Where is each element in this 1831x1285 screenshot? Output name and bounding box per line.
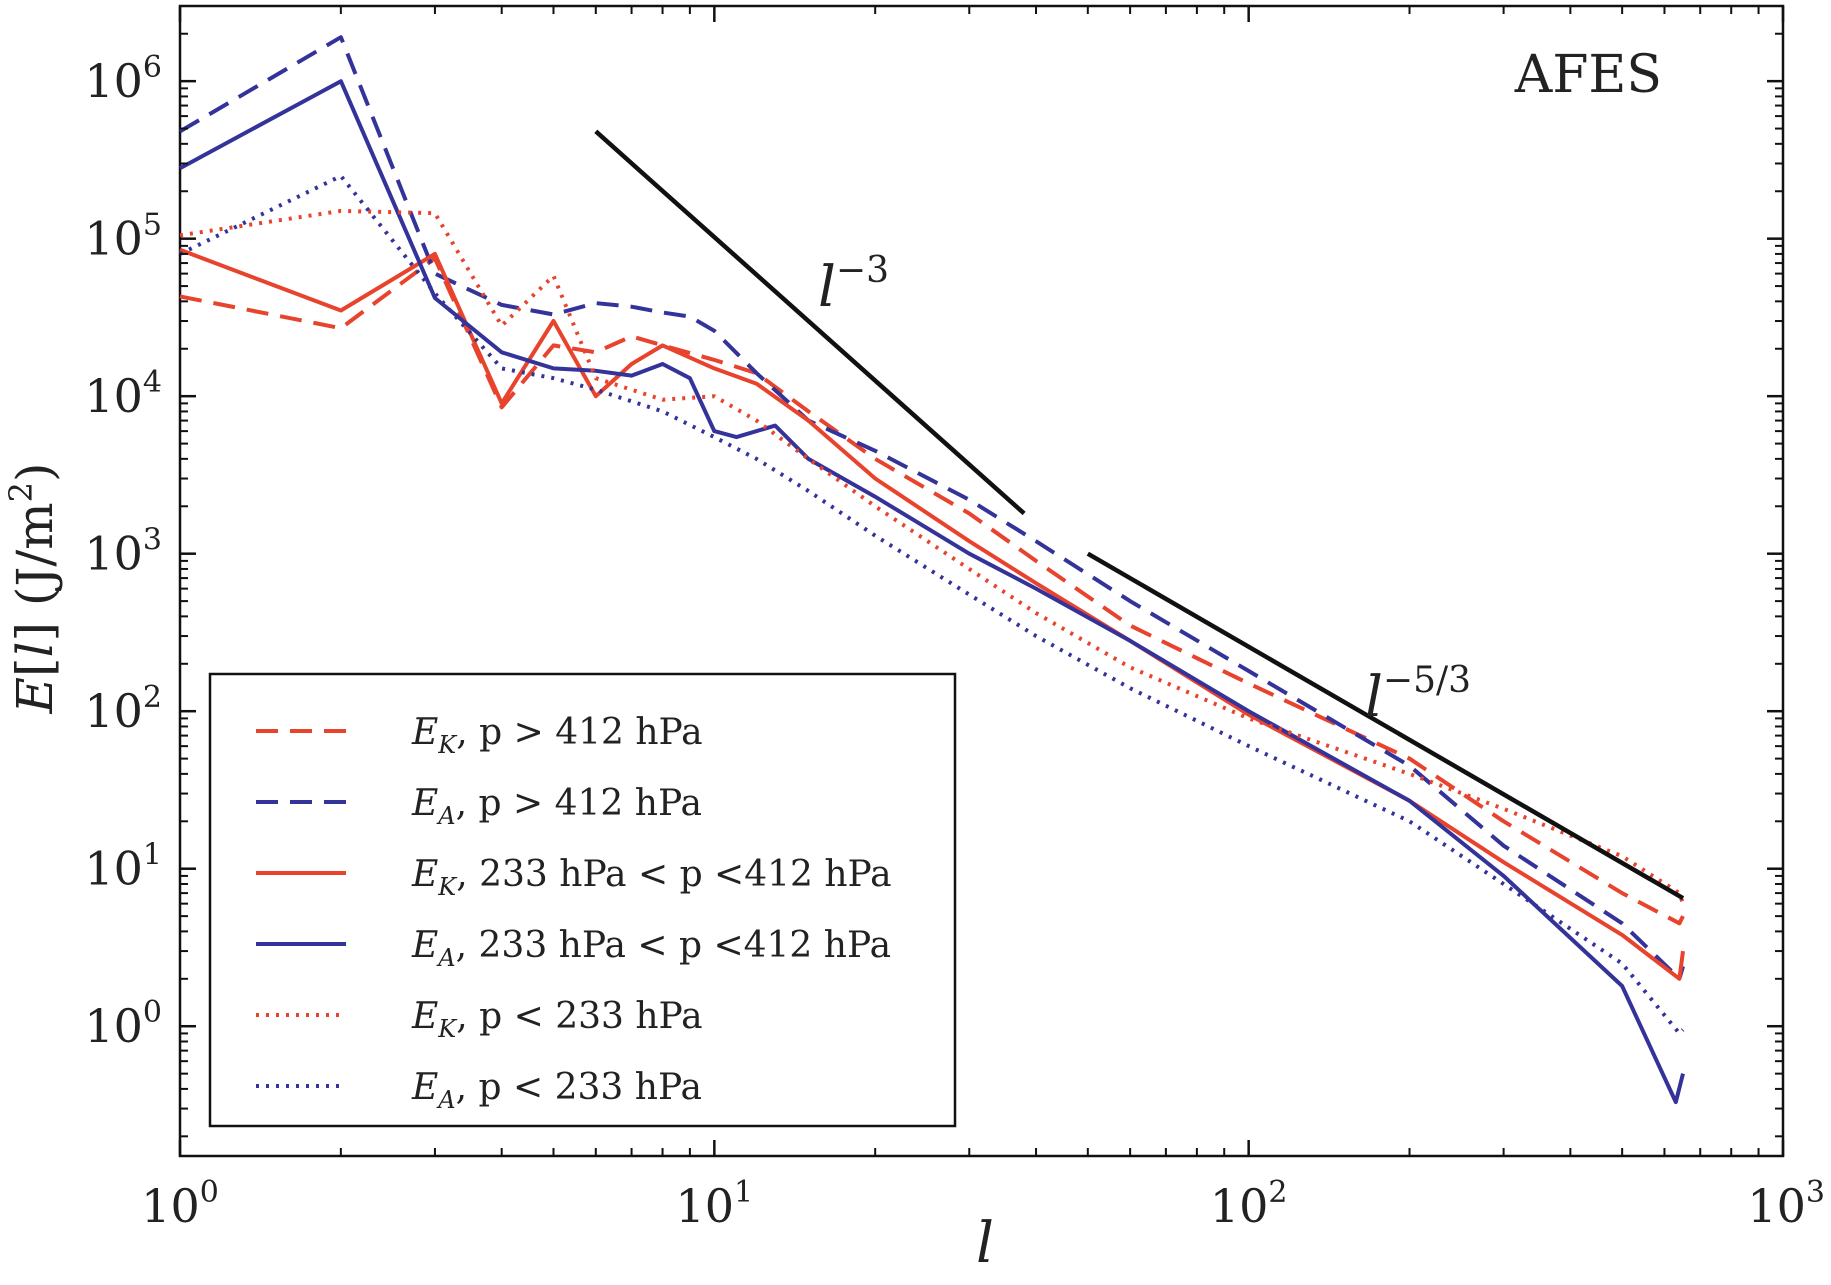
series-line-1 — [179, 256, 1685, 926]
reference-lines: l−3 l−5/3 — [594, 129, 1685, 901]
y-tick-label: 102 — [84, 680, 162, 738]
series-layer — [178, 35, 1685, 1105]
x-tick-label: 100 — [141, 1175, 219, 1233]
x-tick-label: 103 — [1747, 1175, 1825, 1233]
legend-label-6: EA, p < 233 hPa — [411, 1067, 702, 1114]
y-axis-label: E[l] (J/m2) — [2, 462, 64, 714]
legend-label-5: EK, p < 233 hPa — [411, 996, 703, 1043]
series-line-6 — [179, 174, 1685, 1036]
reference-line-label-2: l−5/3 — [1365, 660, 1471, 730]
legend: EK, p > 412 hPa EA, p > 412 hPa EK, 233 hP… — [208, 672, 957, 1128]
x-axis-label: l — [976, 1211, 994, 1276]
chart-title: AFES — [1514, 45, 1662, 105]
legend-label-2: EA, p > 412 hPa — [411, 783, 702, 830]
legend-box — [208, 672, 957, 1128]
series-line-2 — [178, 35, 1685, 981]
reference-line-label-1: l−3 — [818, 250, 889, 320]
legend-label-1: EK, p > 412 hPa — [411, 712, 703, 759]
y-tick-label: 106 — [84, 50, 162, 108]
y-tick-label: 104 — [84, 365, 162, 423]
reference-line-1 — [594, 129, 1026, 516]
reference-line-2 — [1086, 551, 1685, 901]
series-line-5 — [179, 208, 1685, 905]
y-axis-label-text: E[l] (J/m2) — [2, 462, 64, 714]
axis-ticks: 100 101 102 103 100 101 102 103 104 105 106 — [84, 5, 1825, 1233]
y-tick-label: 105 — [84, 208, 162, 266]
y-tick-label: 101 — [84, 838, 162, 896]
x-tick-label: 102 — [1210, 1175, 1288, 1233]
x-tick-label: 101 — [676, 1175, 754, 1233]
legend-label-4: EA, 233 hPa < p <412 hPa — [411, 925, 891, 972]
series-line-3 — [179, 247, 1685, 981]
y-tick-label: 100 — [84, 995, 162, 1053]
legend-label-3: EK, 233 hPa < p <412 hPa — [411, 854, 892, 901]
y-tick-label: 103 — [84, 523, 162, 581]
series-line-4 — [179, 79, 1685, 1105]
